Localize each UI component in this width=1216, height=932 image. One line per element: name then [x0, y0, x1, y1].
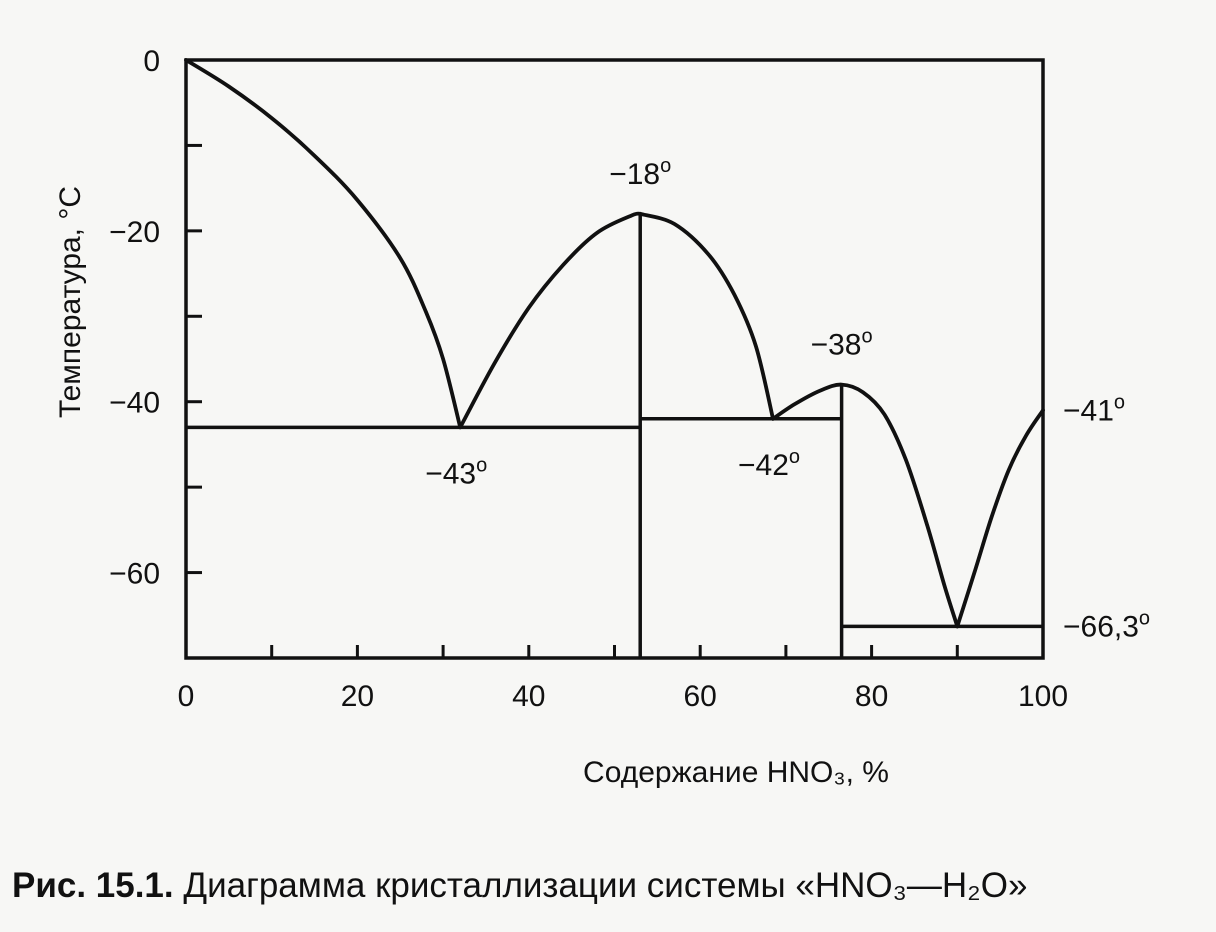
liquidus-curve: [771, 382, 960, 629]
figure-caption: Рис. 15.1. Диаграмма кристаллизации сист…: [12, 866, 1027, 906]
liquidus-curve: [184, 58, 463, 430]
y-tick-label: −60: [109, 558, 160, 591]
figure-number: Рис. 15.1.: [12, 866, 174, 905]
liquidus-curve: [458, 211, 643, 430]
liquidus-curve: [638, 211, 775, 421]
temperature-annotation: −43o: [425, 454, 487, 490]
temperature-annotation: −42o: [738, 446, 800, 482]
x-tick-label: 20: [341, 680, 374, 713]
y-axis-label: Температура, °C: [54, 186, 87, 418]
figure-title: Диаграмма кристаллизации системы «HNO₃—H…: [183, 866, 1028, 905]
temperature-annotation: −38o: [811, 326, 873, 362]
temperature-annotation: −66,3o: [1063, 607, 1150, 643]
x-tick-label: 0: [178, 680, 195, 713]
temperature-annotation: −41o: [1063, 391, 1125, 427]
y-tick-label: −20: [109, 216, 160, 249]
y-tick-label: −40: [109, 387, 160, 420]
x-tick-label: 40: [512, 680, 545, 713]
temperature-annotation: −18o: [609, 155, 671, 191]
x-axis-label: Содержание HNO₃, %: [583, 756, 889, 789]
x-tick-label: 80: [855, 680, 888, 713]
plot-frame: [184, 58, 1045, 660]
x-tick-label: 100: [1018, 680, 1068, 713]
x-tick-label: 60: [684, 680, 717, 713]
y-tick-label: 0: [143, 45, 160, 78]
liquidus-curve: [955, 408, 1045, 629]
